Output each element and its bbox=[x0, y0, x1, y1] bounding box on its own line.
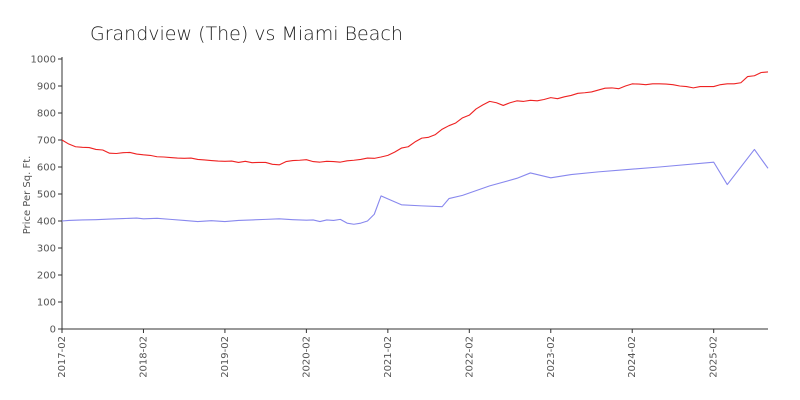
y-axis-label: Price Per Sq. Ft. bbox=[22, 156, 33, 235]
x-tick-label: 2025-02 bbox=[709, 336, 720, 378]
chart-title: Grandview (The) vs Miami Beach bbox=[90, 23, 403, 45]
y-tick-label: 500 bbox=[37, 190, 56, 201]
y-tick-label: 600 bbox=[37, 163, 56, 174]
y-tick-label: 400 bbox=[37, 217, 56, 228]
series-group bbox=[61, 71, 769, 225]
y-tick-label: 200 bbox=[37, 271, 56, 282]
x-tick-label: 2022-02 bbox=[464, 336, 475, 378]
y-tick-label: 900 bbox=[37, 82, 56, 93]
series-line-2 bbox=[61, 148, 769, 225]
y-tick-label: 1000 bbox=[31, 55, 56, 66]
y-tick-label: 700 bbox=[37, 136, 56, 147]
y-tick-label: 100 bbox=[37, 298, 56, 309]
y-tick-label: 0 bbox=[50, 325, 56, 336]
x-tick-label: 2024-02 bbox=[627, 336, 638, 378]
x-tick-label: 2023-02 bbox=[546, 336, 557, 378]
x-tick-label: 2020-02 bbox=[301, 336, 312, 378]
x-tick-label: 2021-02 bbox=[383, 336, 394, 378]
y-tick-label: 800 bbox=[37, 109, 56, 120]
y-axis: 0 100 200 300 400 500 600 700 800 900 1000 bbox=[31, 55, 63, 336]
x-tick-label: 2019-02 bbox=[220, 336, 231, 378]
series-line-1 bbox=[61, 71, 769, 166]
x-tick-label: 2017-02 bbox=[57, 336, 68, 378]
x-tick-label: 2018-02 bbox=[138, 336, 149, 378]
y-tick-label: 300 bbox=[37, 244, 56, 255]
x-axis: 2017-02 2018-02 2019-02 2020-02 2021-02 2022-… bbox=[57, 328, 768, 378]
